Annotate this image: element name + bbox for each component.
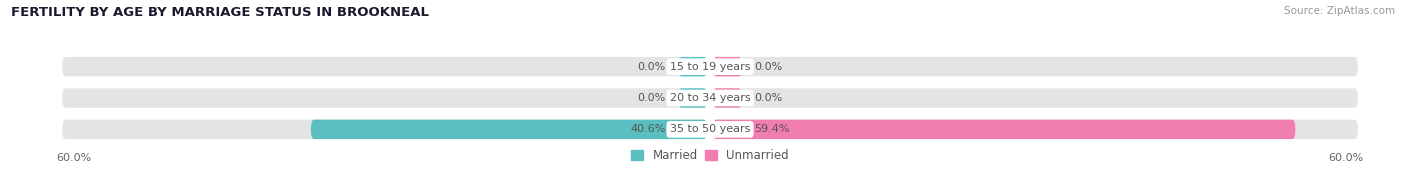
FancyBboxPatch shape — [62, 120, 707, 139]
FancyBboxPatch shape — [713, 120, 1358, 139]
Text: 60.0%: 60.0% — [1329, 153, 1364, 163]
Text: 0.0%: 0.0% — [637, 62, 665, 72]
FancyBboxPatch shape — [62, 88, 707, 108]
FancyBboxPatch shape — [679, 88, 707, 108]
FancyBboxPatch shape — [713, 120, 1295, 139]
Text: 60.0%: 60.0% — [56, 153, 91, 163]
Text: FERTILITY BY AGE BY MARRIAGE STATUS IN BROOKNEAL: FERTILITY BY AGE BY MARRIAGE STATUS IN B… — [11, 6, 429, 19]
Text: 0.0%: 0.0% — [637, 93, 665, 103]
Text: 0.0%: 0.0% — [755, 93, 783, 103]
FancyBboxPatch shape — [679, 57, 707, 76]
Text: 59.4%: 59.4% — [755, 124, 790, 134]
Text: 35 to 50 years: 35 to 50 years — [669, 124, 751, 134]
FancyBboxPatch shape — [62, 57, 707, 76]
FancyBboxPatch shape — [311, 120, 707, 139]
Text: 0.0%: 0.0% — [755, 62, 783, 72]
FancyBboxPatch shape — [713, 57, 1358, 76]
Text: 20 to 34 years: 20 to 34 years — [669, 93, 751, 103]
Text: 40.6%: 40.6% — [630, 124, 665, 134]
Text: Source: ZipAtlas.com: Source: ZipAtlas.com — [1284, 6, 1395, 16]
Legend: Married, Unmarried: Married, Unmarried — [627, 144, 793, 167]
FancyBboxPatch shape — [713, 88, 741, 108]
FancyBboxPatch shape — [713, 57, 741, 76]
Text: 15 to 19 years: 15 to 19 years — [669, 62, 751, 72]
FancyBboxPatch shape — [713, 88, 1358, 108]
